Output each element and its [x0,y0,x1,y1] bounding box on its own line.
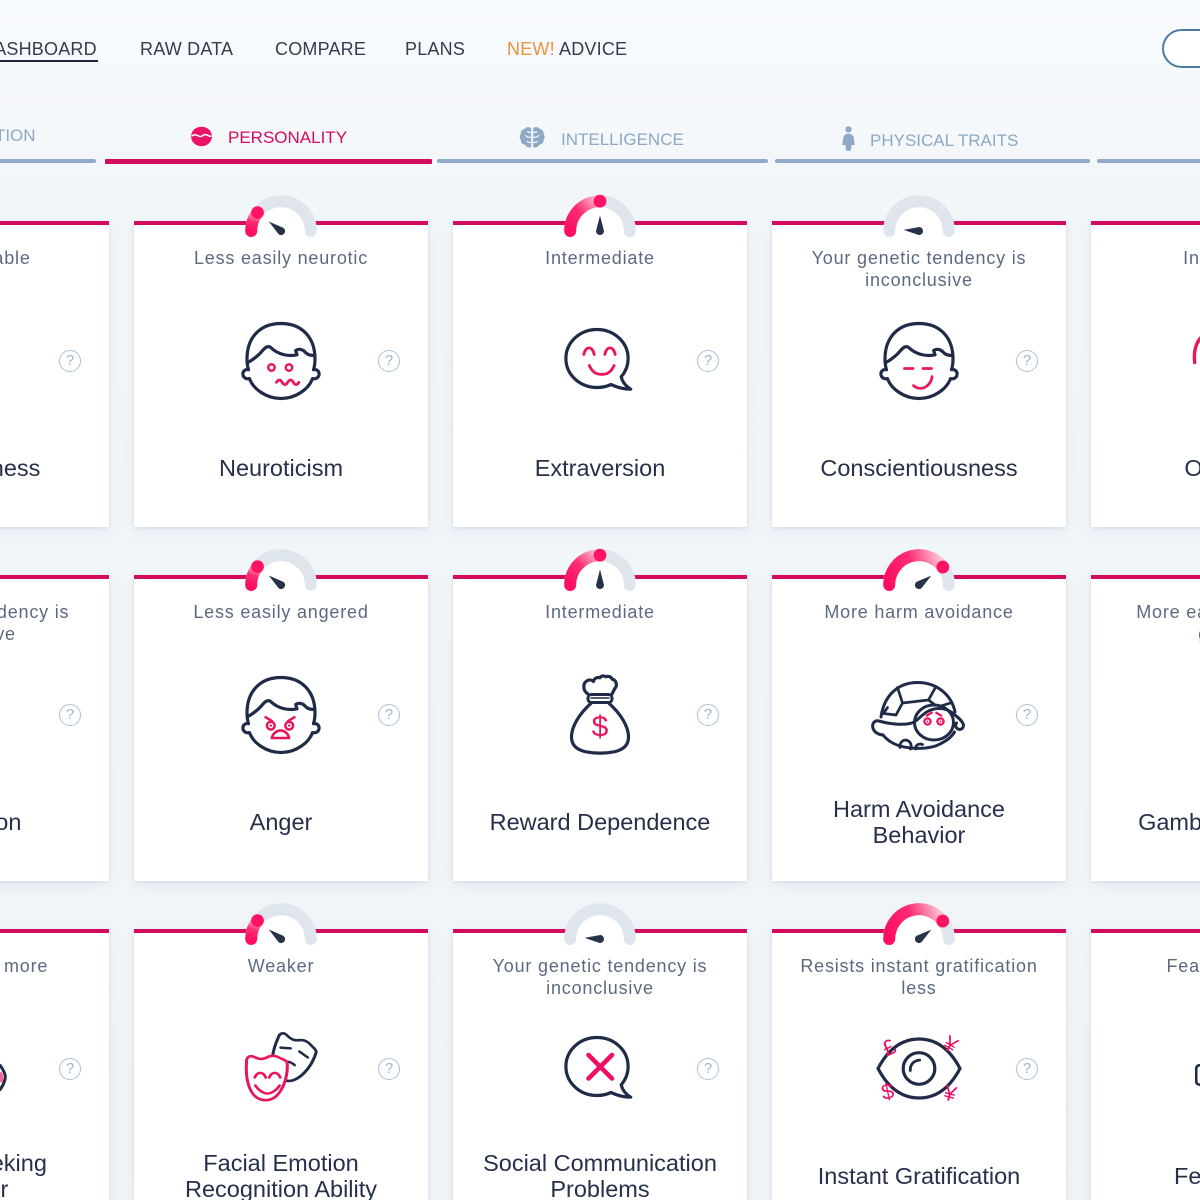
svg-text:¥: ¥ [940,1079,960,1107]
svg-text:$: $ [592,710,609,743]
svg-text:$: $ [879,1077,896,1104]
